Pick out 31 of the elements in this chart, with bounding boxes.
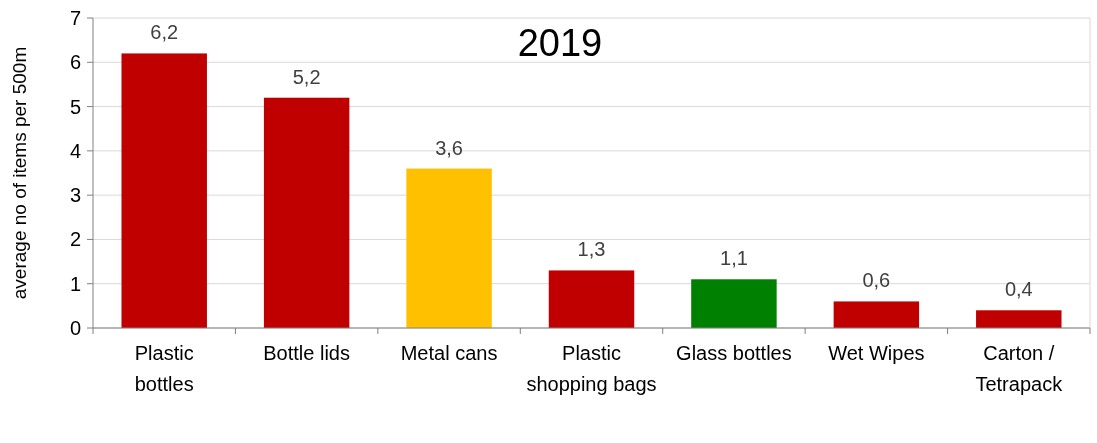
bar — [121, 53, 207, 328]
y-tick-label: 7 — [69, 7, 81, 29]
y-tick-label: 6 — [69, 51, 81, 74]
x-tick-label: Wet Wipes — [828, 342, 925, 364]
data-label: 6,2 — [150, 21, 179, 44]
y-axis-title: average no of items per 500m — [9, 46, 30, 300]
bar — [976, 310, 1062, 328]
y-tick-label: 0 — [69, 317, 81, 339]
data-label: 1,3 — [577, 238, 606, 261]
x-tick-label: Plastic shopping bags — [526, 342, 657, 395]
bar — [263, 97, 350, 328]
x-tick-label: Bottle lids — [263, 342, 350, 364]
y-tick-label: 2 — [69, 228, 81, 251]
bar — [691, 279, 777, 328]
y-tick-label: 5 — [69, 95, 81, 118]
data-label: 3,6 — [435, 136, 463, 159]
x-tick-label: Glass bottles — [676, 342, 792, 364]
y-tick-label: 4 — [69, 139, 81, 162]
chart-title: 2019 — [517, 22, 603, 64]
data-label: 1,1 — [720, 247, 748, 270]
data-label: 0,6 — [862, 269, 891, 292]
y-tick-label: 3 — [69, 184, 81, 207]
x-tick-label: Metal cans — [400, 342, 498, 364]
x-tick-label: Carton / Tetrapack — [975, 342, 1064, 395]
bar — [548, 270, 635, 328]
bar — [833, 301, 920, 328]
x-tick-label: Plastic bottles — [134, 342, 194, 395]
data-label: 0,4 — [1004, 278, 1033, 301]
y-tick-label: 1 — [69, 272, 81, 295]
data-label: 5,2 — [292, 65, 321, 88]
bar — [406, 168, 492, 328]
